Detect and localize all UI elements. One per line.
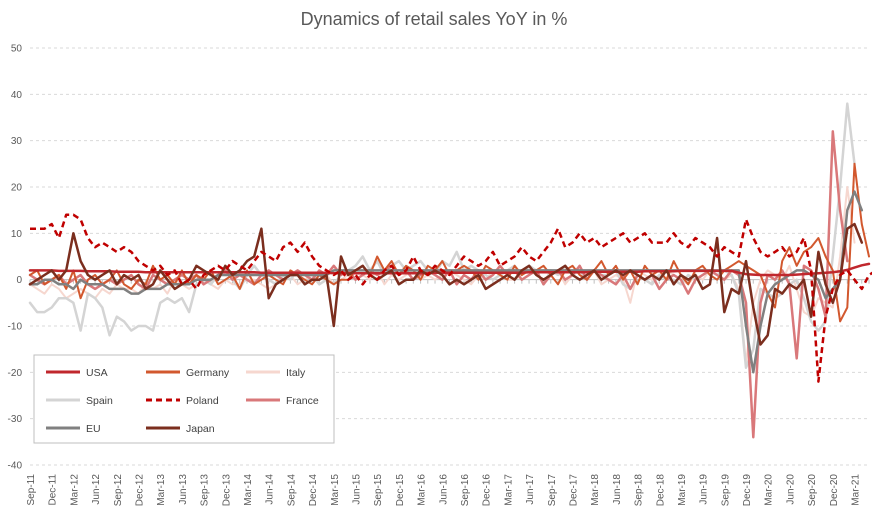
y-tick-label: 40 [11,90,23,101]
x-tick-label: Jun-12 [91,474,102,505]
x-tick-label: Dec-15 [395,474,406,507]
x-tick-label: Mar-13 [156,474,167,506]
legend-label-italy: Italy [286,367,306,379]
x-tick-label: Jun-14 [265,474,276,505]
y-tick-label: -10 [8,322,23,333]
legend-label-spain: Spain [86,395,113,407]
series-line-poland [30,213,872,383]
x-tick-label: Mar-18 [590,474,601,506]
y-tick-label: -40 [8,461,23,472]
x-tick-label: Sep-20 [807,474,818,507]
x-tick-label: Jun-13 [178,474,189,505]
x-tick-label: Sep-18 [634,474,645,507]
x-tick-label: Sep-16 [460,474,471,507]
x-tick-label: Sep-14 [286,474,297,507]
x-tick-label: Sep-15 [373,474,384,507]
x-tick-label: Dec-13 [221,474,232,507]
x-tick-label: Jun-20 [785,474,796,505]
x-tick-label: Dec-12 [135,474,146,507]
y-tick-label: -30 [8,414,23,425]
x-tick-label: Mar-21 [851,474,862,506]
x-tick-label: Mar-14 [243,474,254,506]
x-tick-label: Mar-17 [503,474,514,506]
x-tick-label: Sep-19 [720,474,731,507]
series-lines [28,102,872,439]
x-tick-label: Dec-11 [48,474,59,506]
y-tick-label: 0 [16,275,22,286]
series-line-japan [28,222,864,346]
x-tick-label: Mar-16 [417,474,428,506]
x-tick-label: Sep-12 [113,474,124,507]
x-tick-label: Mar-12 [69,474,80,506]
x-tick-label: Dec-14 [308,474,319,507]
series-line-usa [28,262,871,277]
y-tick-label: 50 [11,44,23,55]
legend-label-germany: Germany [186,367,230,379]
legend-label-france: France [286,395,319,407]
legend-label-poland: Poland [186,395,219,407]
x-tick-label: Jun-17 [525,474,536,505]
y-tick-label: 30 [11,136,23,147]
x-tick-label: Mar-20 [764,474,775,506]
x-tick-label: Jun-18 [612,474,623,505]
x-axis-ticks: Sep-11 Dec-11 Mar-12 Jun-12 Sep-12 Dec-12 Mar-… [26,279,870,507]
legend-label-japan: Japan [186,423,215,435]
x-tick-label: Sep-11 [26,474,37,506]
x-tick-label: Jun-15 [352,474,363,505]
legend-label-usa: USA [86,367,108,379]
y-axis-ticks: -40 -30 -20 -10 0 10 20 30 40 50 [8,44,23,472]
legend-box [33,354,335,444]
x-tick-label: Dec-17 [569,474,580,507]
x-tick-label: Dec-18 [655,474,666,507]
y-tick-label: 10 [11,229,23,240]
y-tick-label: -20 [8,368,23,379]
x-tick-label: Mar-19 [677,474,688,506]
x-tick-label: Mar-15 [330,474,341,506]
chart-title: Dynamics of retail sales YoY in % [301,9,568,29]
x-tick-label: Sep-13 [200,474,211,507]
y-tick-label: 20 [11,183,23,194]
x-tick-label: Jun-16 [438,474,449,505]
x-tick-label: Jun-19 [699,474,710,505]
x-tick-label: Dec-19 [742,474,753,507]
x-tick-label: Dec-16 [482,474,493,507]
x-tick-label: Dec-20 [829,474,840,507]
legend-label-eu: EU [86,423,101,435]
x-tick-label: Sep-17 [547,474,558,507]
legend: USA Germany Italy Spain Poland France EU Japan [33,354,335,444]
